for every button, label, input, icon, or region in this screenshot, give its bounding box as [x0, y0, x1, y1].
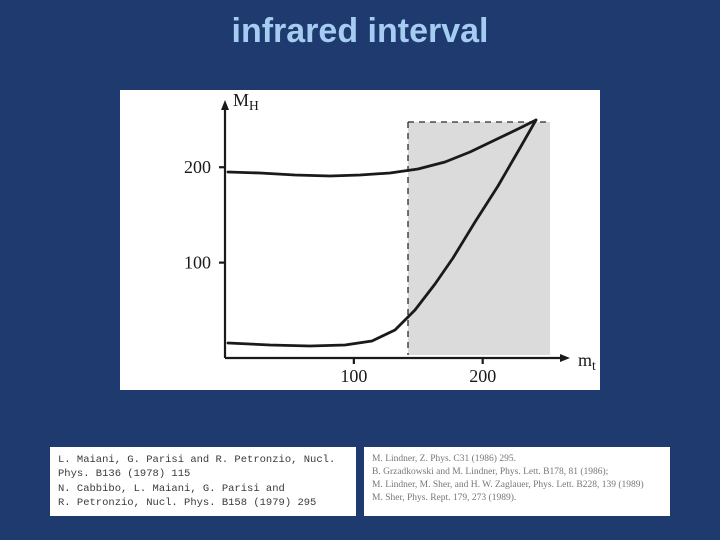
svg-text:200: 200	[469, 366, 496, 386]
svg-text:100: 100	[340, 366, 367, 386]
svg-text:MH: MH	[233, 90, 259, 113]
references-right: M. Lindner, Z. Phys. C31 (1986) 295. B. …	[364, 447, 670, 516]
references-left: L. Maiani, G. Parisi and R. Petronzio, N…	[50, 447, 356, 516]
references-row: L. Maiani, G. Parisi and R. Petronzio, N…	[50, 447, 670, 516]
svg-text:200: 200	[184, 157, 211, 177]
page-title: infrared interval	[0, 12, 720, 51]
line-chart: 100 200 100 200 mt MH	[120, 90, 600, 390]
plot-container: 100 200 100 200 mt MH	[120, 90, 600, 390]
svg-text:mt: mt	[578, 350, 596, 373]
svg-text:100: 100	[184, 253, 211, 273]
